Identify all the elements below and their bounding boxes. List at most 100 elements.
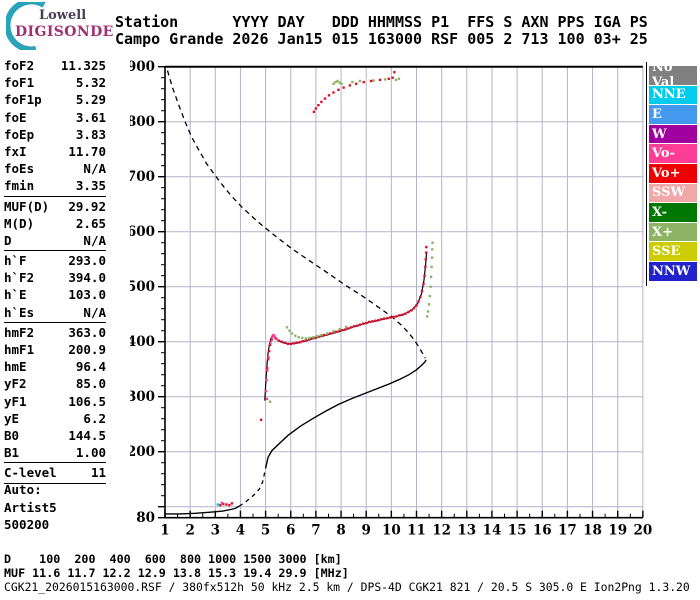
muf-distance-row: D 100 200 400 600 800 1000 1500 3000 [km…	[4, 552, 342, 566]
param-value: 85.0	[75, 376, 106, 392]
axis-tick-label: 2	[185, 523, 194, 539]
param-value: 6.2	[83, 410, 106, 426]
axis-tick-label: 14	[483, 523, 502, 539]
axis-tick-label: 80	[136, 510, 155, 526]
param-value: 11.70	[68, 143, 106, 159]
param-label: yF1	[4, 393, 27, 409]
param-row-hmf1: hmF1 200.9	[4, 341, 106, 358]
param-label: foF1	[4, 75, 35, 91]
axis-tick-label: 3	[211, 523, 220, 539]
legend-separator-line	[646, 62, 647, 286]
param-label: MUF(D)	[4, 198, 50, 214]
param-row-hmf2: hmF2 363.0	[4, 324, 106, 341]
axis-tick-label: 7	[311, 523, 320, 539]
param-value: 11	[90, 465, 106, 481]
axis-tick-label: 5	[261, 523, 270, 539]
series-F-trace-X-mode-echoes	[285, 241, 434, 340]
axis-tick-label: 20	[633, 523, 652, 539]
param-group: foF2 11.325 foF1 5.32 foF1p 5.29 foE 3.61 foEp 3.…	[4, 57, 106, 197]
series-second-hop-X-echoes	[332, 77, 401, 85]
param-value: 5.29	[75, 92, 106, 108]
series-E-trace-echoes-red	[219, 418, 263, 507]
series-E-trace-echo-pink	[220, 501, 223, 505]
series-valley-model	[238, 468, 267, 507]
measurement-file-status-line: CGK21_2026015163000.RSF / 380fx512h 50 k…	[4, 580, 690, 594]
param-row-foep: foEp 3.83	[4, 126, 106, 143]
param-row-hes: h`Es N/A	[4, 304, 106, 321]
param-row-fmin: fmin 3.35	[4, 177, 106, 194]
axis-tick-label: 400	[130, 334, 155, 350]
series-F-trace-cusp-doppler-echoes	[264, 333, 278, 401]
series-true-height-profile-F	[264, 359, 427, 469]
legend-item-sse: SSE	[649, 242, 697, 261]
param-value: 11.325	[60, 58, 106, 73]
param-value: 363.0	[68, 324, 106, 340]
param-row-hf: h`F 293.0	[4, 252, 106, 269]
legend-item-vo-: Vo-	[649, 144, 697, 163]
param-value: N/A	[83, 232, 106, 248]
param-group: MUF(D) 29.92 M(D) 2.65 D N/A	[4, 198, 106, 252]
param-label: foEp	[4, 126, 35, 142]
axis-tick-label: 17	[558, 523, 577, 539]
axis-tick-label: 8	[336, 523, 345, 539]
axis-tick-label: 200	[130, 444, 155, 460]
axis-tick-label: 500	[130, 279, 155, 295]
param-label: yF2	[4, 376, 27, 392]
param-value: 1.00	[75, 445, 106, 461]
series-topside-profile-model	[166, 70, 426, 359]
param-label: h`E	[4, 287, 27, 303]
series-true-height-profile-E	[165, 505, 240, 515]
param-value: N/A	[83, 161, 106, 177]
param-row-fof1: foF1 5.32	[4, 74, 106, 91]
axis-tick-label: 19	[608, 523, 627, 539]
logo-text-digisonde: DIGISONDE	[15, 24, 114, 40]
legend-item-ssw: SSW	[649, 183, 697, 203]
header-field-values: Campo Grande 2026 Jan15 015 163000 RSF 0…	[115, 29, 648, 48]
legend-item-vo+: Vo+	[649, 163, 697, 183]
param-value: 3.61	[75, 109, 106, 125]
param-label: h`F	[4, 253, 27, 269]
param-value: 3.35	[75, 178, 106, 194]
axis-tick-label: 9	[361, 523, 370, 539]
param-group: C-level 11	[4, 464, 106, 484]
param-label: foF1p	[4, 92, 42, 108]
axis-tick-label: 16	[533, 523, 552, 539]
param-row-foes: foEs N/A	[4, 160, 106, 177]
param-value: 5.32	[75, 75, 106, 91]
param-value: 144.5	[68, 427, 106, 443]
axis-tick-label: 6	[286, 523, 295, 539]
param-label: foEs	[4, 161, 35, 177]
param-group: h`F 293.0 h`F2 394.0 h`E 103.0 h`Es N/A	[4, 252, 106, 323]
legend-item-x+: X+	[649, 222, 697, 242]
axis-tick-label: 600	[130, 224, 155, 240]
param-row-fof2: foF2 11.325	[4, 57, 106, 74]
ionogram-chart: 900 800 700 600 500 400 300 200 80 1 2 3 4 5 6 7 8 9 10 11 1…	[127, 55, 696, 560]
param-row-he: h`E 103.0	[4, 286, 106, 303]
param-row-b1: B1 1.00	[4, 444, 106, 461]
param-label: hmF2	[4, 324, 35, 340]
series-F-trace-O-mode-echoes	[265, 245, 428, 370]
auto-info-line: 500200	[4, 517, 50, 532]
param-label: fmin	[4, 178, 35, 194]
logo-arc-icon	[6, 2, 46, 50]
legend-item-nne: NNE	[649, 85, 697, 105]
autoscaling-info: Auto: Artist5 500200	[4, 481, 57, 534]
series-E-trace-echo-nne	[216, 503, 219, 506]
station-header: Station YYYY DAY DDD HHMMSS P1 FFS S AXN…	[115, 14, 648, 47]
param-label: hmF1	[4, 342, 35, 357]
lowell-digisonde-logo: Lowell DIGISONDE	[6, 2, 113, 50]
param-label: B0	[4, 427, 20, 443]
legend-item-x-: X-	[649, 203, 697, 222]
param-label: foF2	[4, 58, 35, 73]
scaled-parameters-panel: foF2 11.325 foF1 5.32 foF1p 5.29 foE 3.61 foEp 3.…	[4, 57, 106, 485]
axis-tick-label: 900	[130, 59, 155, 75]
legend-item-nnw: NNW	[649, 261, 697, 281]
axis-tick-label: 4	[236, 523, 245, 539]
param-value: 106.5	[68, 393, 106, 409]
param-label: foE	[4, 109, 27, 125]
param-value: 29.92	[68, 198, 106, 214]
param-label: h`Es	[4, 304, 35, 320]
axis-tick-label: 10	[382, 523, 401, 539]
